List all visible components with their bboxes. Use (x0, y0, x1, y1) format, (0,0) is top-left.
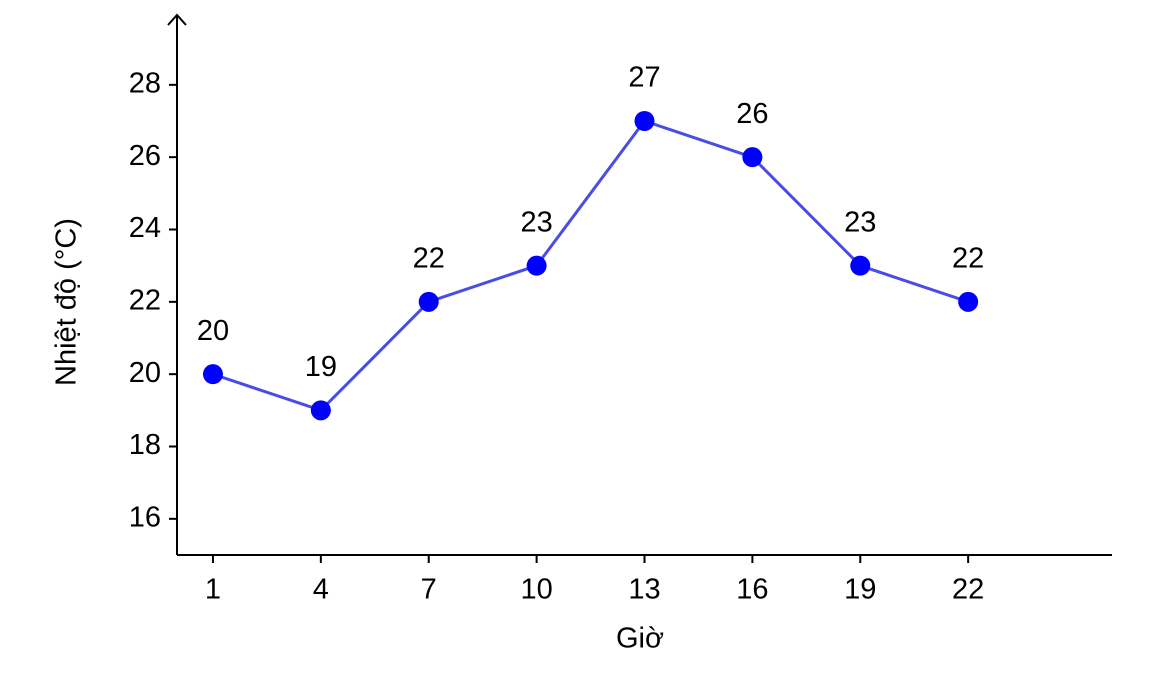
data-label: 27 (628, 62, 660, 94)
data-label: 22 (952, 242, 984, 274)
y-tick-label: 22 (129, 284, 161, 316)
x-tick-label: 22 (952, 574, 984, 606)
point (634, 111, 655, 131)
x-tick-label: 4 (313, 574, 329, 606)
point (418, 291, 439, 312)
data-label: 20 (197, 315, 229, 347)
x-tick-label: 16 (736, 574, 768, 606)
y-tick-label: 18 (129, 429, 161, 461)
y-tick-label: 24 (129, 212, 161, 244)
x-tick-label: 1 (205, 574, 221, 606)
point (310, 400, 331, 421)
axes (167, 13, 1112, 556)
x-axis-label: Giờ (616, 623, 664, 655)
y-tick-label: 28 (129, 67, 161, 99)
y-axis-label: Nhiệt độ (°C) (51, 218, 83, 386)
y-tick-label: 26 (129, 140, 161, 172)
x-tick-label: 19 (844, 574, 876, 606)
point (958, 291, 979, 312)
point (742, 147, 763, 168)
point (850, 255, 871, 276)
y-tick-label: 16 (129, 501, 161, 533)
line (212, 119, 969, 413)
data-label: 19 (305, 351, 337, 383)
data-label: 26 (736, 98, 768, 130)
data-label: 23 (520, 206, 552, 238)
x-tick-label: 7 (421, 574, 437, 606)
point (526, 255, 547, 276)
data-label: 22 (413, 242, 445, 274)
x-tick-label: 13 (628, 574, 660, 606)
x-tick-label: 10 (520, 574, 552, 606)
y-tick-label: 20 (129, 357, 161, 389)
data-label: 23 (844, 206, 876, 238)
point (202, 364, 223, 385)
